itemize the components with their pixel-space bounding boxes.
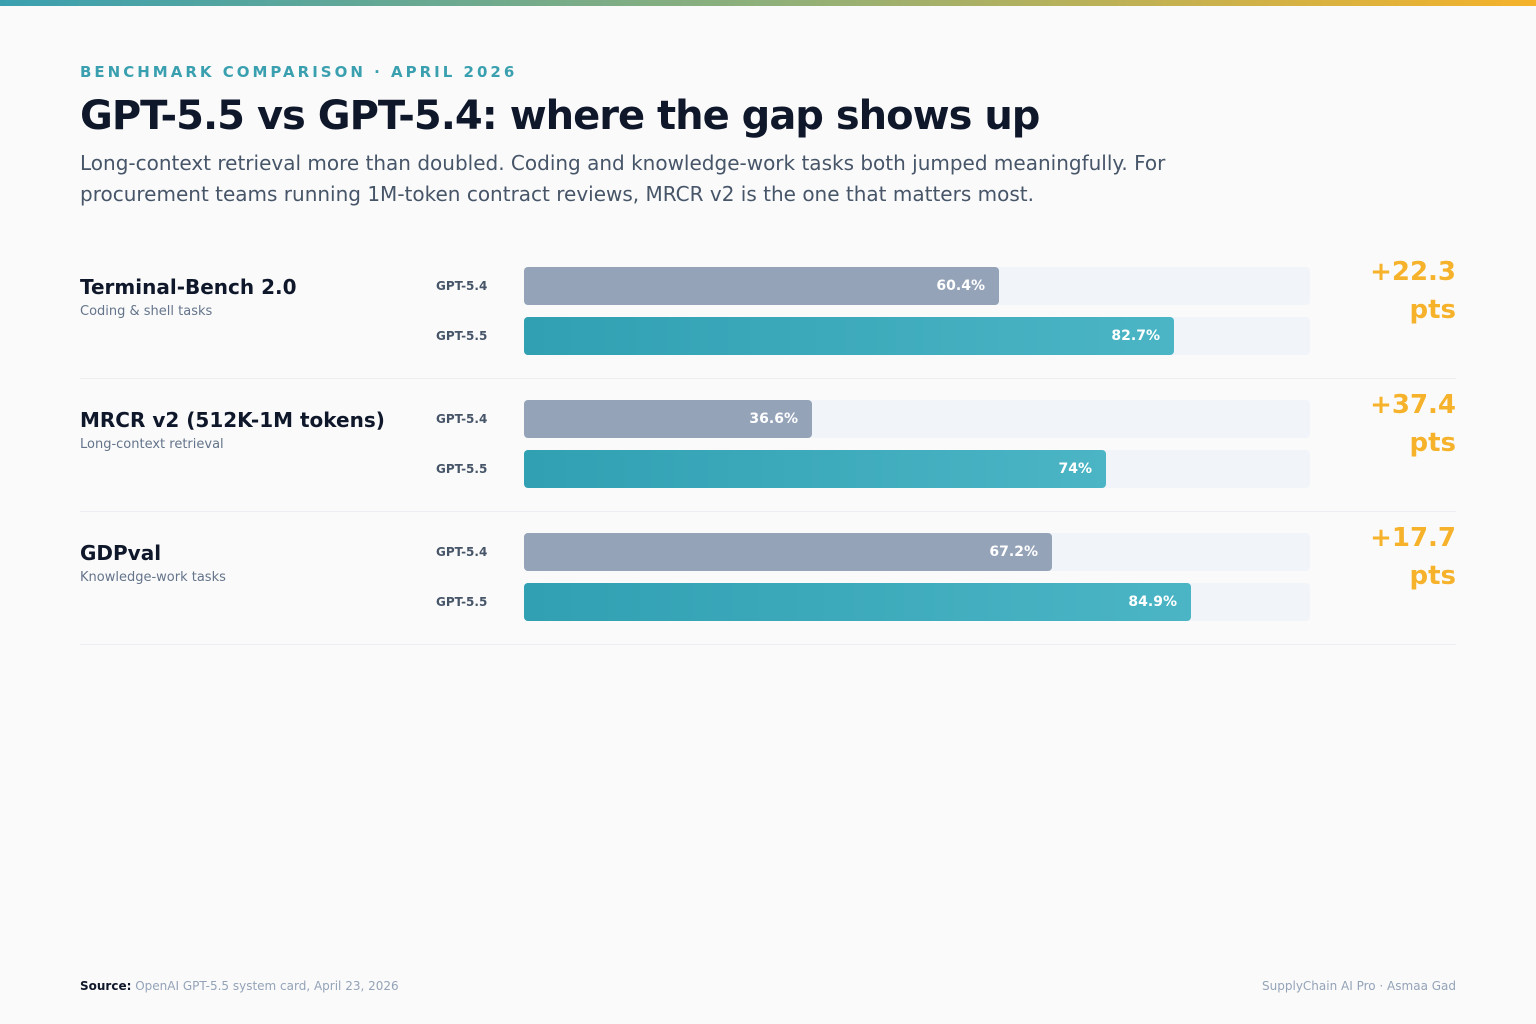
bar-track: 74% — [524, 450, 1310, 488]
bar-value-label: 74% — [1058, 461, 1092, 477]
bar-value-label: 84.9% — [1128, 594, 1177, 610]
delta-number: +22.3 — [1370, 257, 1456, 287]
bar-value-label: 67.2% — [989, 544, 1038, 560]
series-label: GPT-5.5 — [436, 595, 488, 609]
benchmark-name: GDPval — [80, 541, 162, 565]
series-label: GPT-5.5 — [436, 462, 488, 476]
bar-track: 67.2% — [524, 533, 1310, 571]
delta-unit: pts — [1409, 561, 1456, 591]
credit-footer: SupplyChain AI Pro · Asmaa Gad — [1262, 979, 1456, 993]
benchmark-row: Terminal-Bench 2.0 Coding & shell tasks GP… — [80, 245, 1456, 379]
bar: 67.2% — [524, 533, 1052, 571]
bar: 60.4% — [524, 267, 999, 305]
bar-track: 84.9% — [524, 583, 1310, 621]
benchmark-name: Terminal-Bench 2.0 — [80, 275, 297, 299]
bar-value-label: 36.6% — [749, 411, 798, 427]
bar: 84.9% — [524, 583, 1191, 621]
bar-track: 36.6% — [524, 400, 1310, 438]
delta-value: +37.4 pts — [1370, 386, 1456, 462]
page-subtitle: Long-context retrieval more than doubled… — [80, 151, 1166, 206]
page-title: GPT-5.5 vs GPT-5.4: where the gap shows … — [80, 93, 1040, 139]
benchmark-description: Long-context retrieval — [80, 437, 224, 452]
delta-value: +22.3 pts — [1370, 253, 1456, 329]
benchmark-row: GDPval Knowledge-work tasks GPT-5.4 67.2% GP… — [80, 511, 1456, 645]
bar: 36.6% — [524, 400, 812, 438]
benchmark-description: Coding & shell tasks — [80, 304, 213, 319]
bar: 82.7% — [524, 317, 1174, 355]
delta-unit: pts — [1409, 428, 1456, 458]
benchmark-name: MRCR v2 (512K-1M tokens) — [80, 408, 385, 432]
bar-track: 82.7% — [524, 317, 1310, 355]
series-label: GPT-5.4 — [436, 279, 488, 293]
bar-track: 60.4% — [524, 267, 1310, 305]
benchmark-row: MRCR v2 (512K-1M tokens) Long-context ret… — [80, 378, 1456, 512]
source-label: Source: — [80, 979, 132, 993]
top-accent-bar — [0, 0, 1536, 6]
bar-value-label: 60.4% — [936, 278, 985, 294]
benchmark-description: Knowledge-work tasks — [80, 570, 226, 585]
source-footer: Source: OpenAI GPT-5.5 system card, Apri… — [80, 979, 399, 993]
series-label: GPT-5.4 — [436, 545, 488, 559]
bar: 74% — [524, 450, 1106, 488]
delta-number: +17.7 — [1370, 523, 1456, 553]
eyebrow-label: BENCHMARK COMPARISON · APRIL 2026 — [80, 63, 518, 81]
delta-number: +37.4 — [1370, 390, 1456, 420]
series-label: GPT-5.5 — [436, 329, 488, 343]
delta-unit: pts — [1409, 295, 1456, 325]
source-text: OpenAI GPT-5.5 system card, April 23, 20… — [135, 979, 399, 993]
bar-value-label: 82.7% — [1111, 328, 1160, 344]
series-label: GPT-5.4 — [436, 412, 488, 426]
delta-value: +17.7 pts — [1370, 519, 1456, 595]
